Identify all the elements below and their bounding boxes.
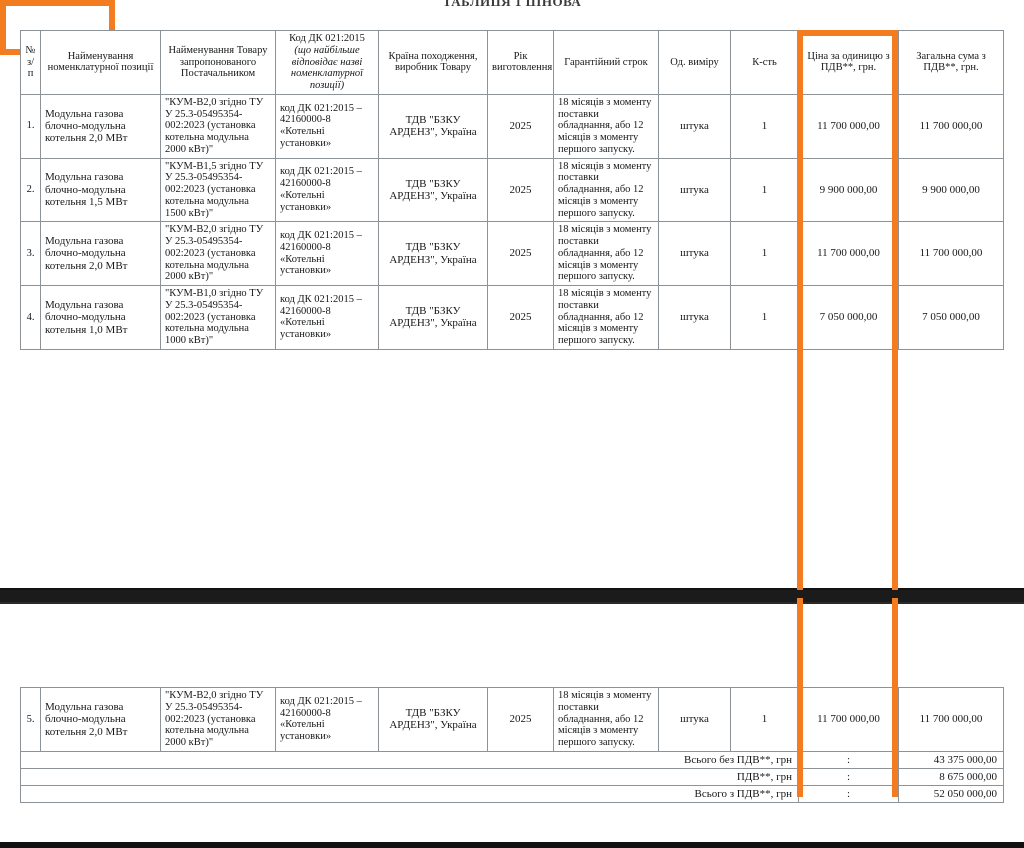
cell-nomenclature: Модульна газова блочно-модульна котельня… — [40, 221, 161, 286]
header-warranty: Гарантійний строк — [553, 30, 659, 95]
table-row: 1. Модульна газова блочно-модульна котел… — [20, 93, 1004, 159]
cell-year: 2025 — [487, 687, 554, 752]
cell-dk-code: код ДК 021:2015 – 42160000-8 «Котельні у… — [275, 157, 379, 223]
cell-warranty: 18 місяців з моменту поставки обладнання… — [553, 157, 659, 223]
cell-unit-price: 7 050 000,00 — [798, 285, 899, 350]
header-quantity: К-сть — [730, 30, 799, 95]
table-row: 2. Модульна газова блочно-модульна котел… — [20, 157, 1004, 223]
page-bottom-edge — [0, 842, 1024, 848]
totals-colon-gross: : — [798, 784, 899, 803]
header-dk-code-line1: Код ДК 021:2015 — [289, 33, 365, 44]
cell-total-sum: 11 700 000,00 — [898, 221, 1004, 286]
cell-unit: штука — [658, 157, 731, 223]
cell-origin: ТДВ "БЗКУ АРДЕНЗ", Україна — [378, 93, 488, 159]
cell-supplier-product: "КУМ-В2,0 згідно ТУ У 25.3-05495354-002:… — [160, 93, 276, 159]
cell-row-number: 3. — [20, 221, 41, 286]
header-total-sum: Загальна сума з ПДВ**, грн. — [898, 30, 1004, 95]
cell-quantity: 1 — [730, 687, 799, 752]
cell-origin: ТДВ "БЗКУ АРДЕНЗ", Україна — [378, 285, 488, 350]
header-dk-code: Код ДК 021:2015 (що найбільше відповідає… — [275, 30, 379, 95]
totals-colon-vat: : — [798, 767, 899, 786]
table-row: 5. Модульна газова блочно-модульна котел… — [20, 687, 1004, 752]
price-table-top: № з/п Найменування номенклатурної позиці… — [20, 30, 1004, 350]
cell-dk-code: код ДК 021:2015 – 42160000-8 «Котельні у… — [275, 93, 379, 159]
cell-unit-price: 11 700 000,00 — [798, 687, 899, 752]
cell-year: 2025 — [487, 285, 554, 350]
cell-supplier-product: "КУМ-В1,5 згідно ТУ У 25.3-05495354-002:… — [160, 157, 276, 223]
totals-value-net: 43 375 000,00 — [898, 750, 1004, 769]
cell-row-number: 2. — [20, 157, 41, 223]
cell-unit-price: 9 900 000,00 — [798, 157, 899, 223]
cell-warranty: 18 місяців з моменту поставки обладнання… — [553, 221, 659, 286]
totals-label-vat: ПДВ**, грн — [20, 767, 799, 786]
cell-year: 2025 — [487, 221, 554, 286]
cell-nomenclature: Модульна газова блочно-модульна котельня… — [40, 93, 161, 159]
cell-year: 2025 — [487, 93, 554, 159]
totals-label-gross: Всього з ПДВ**, грн — [20, 784, 799, 803]
price-table-bottom: 5. Модульна газова блочно-модульна котел… — [20, 687, 1004, 803]
document-title: ТАБЛИЦЯ 1 ЦІНОВА — [0, 0, 1024, 6]
cell-quantity: 1 — [730, 93, 799, 159]
header-origin: Країна походження, виробник Товару — [378, 30, 488, 95]
cell-quantity: 1 — [730, 157, 799, 223]
cell-nomenclature: Модульна газова блочно-модульна котельня… — [40, 157, 161, 223]
cell-row-number: 1. — [20, 93, 41, 159]
totals-row-vat: ПДВ**, грн : 8 675 000,00 — [20, 767, 1004, 786]
cell-unit-price: 11 700 000,00 — [798, 221, 899, 286]
header-supplier-product: Найменування Товару запропонованого Пост… — [160, 30, 276, 95]
cell-row-number: 4. — [20, 285, 41, 350]
header-row-number: № з/п — [20, 30, 41, 95]
cell-warranty: 18 місяців з моменту поставки обладнання… — [553, 93, 659, 159]
cell-unit: штука — [658, 285, 731, 350]
cell-origin: ТДВ "БЗКУ АРДЕНЗ", Україна — [378, 221, 488, 286]
cell-dk-code: код ДК 021:2015 – 42160000-8 «Котельні у… — [275, 285, 379, 350]
cell-total-sum: 11 700 000,00 — [898, 687, 1004, 752]
table-header-row: № з/п Найменування номенклатурної позиці… — [20, 30, 1004, 95]
cell-year: 2025 — [487, 157, 554, 223]
cell-nomenclature: Модульна газова блочно-модульна котельня… — [40, 285, 161, 350]
page-break-band — [0, 588, 1024, 604]
cell-supplier-product: "КУМ-В2,0 згідно ТУ У 25.3-05495354-002:… — [160, 687, 276, 752]
header-nomenclature: Найменування номенклатурної позиції — [40, 30, 161, 95]
cell-supplier-product: "КУМ-В1,0 згідно ТУ У 25.3-05495354-002:… — [160, 285, 276, 350]
totals-row-gross: Всього з ПДВ**, грн : 52 050 000,00 — [20, 784, 1004, 803]
table-row: 3. Модульна газова блочно-модульна котел… — [20, 221, 1004, 286]
cell-warranty: 18 місяців з моменту поставки обладнання… — [553, 687, 659, 752]
cell-quantity: 1 — [730, 285, 799, 350]
cell-dk-code: код ДК 021:2015 – 42160000-8 «Котельні у… — [275, 687, 379, 752]
cell-unit: штука — [658, 687, 731, 752]
cell-total-sum: 7 050 000,00 — [898, 285, 1004, 350]
totals-row-net: Всього без ПДВ**, грн : 43 375 000,00 — [20, 750, 1004, 769]
totals-label-net: Всього без ПДВ**, грн — [20, 750, 799, 769]
cell-unit-price: 11 700 000,00 — [798, 93, 899, 159]
totals-value-vat: 8 675 000,00 — [898, 767, 1004, 786]
header-unit: Од. виміру — [658, 30, 731, 95]
cell-nomenclature: Модульна газова блочно-модульна котельня… — [40, 687, 161, 752]
cell-warranty: 18 місяців з моменту поставки обладнання… — [553, 285, 659, 350]
cell-supplier-product: "КУМ-В2,0 згідно ТУ У 25.3-05495354-002:… — [160, 221, 276, 286]
cell-dk-code: код ДК 021:2015 – 42160000-8 «Котельні у… — [275, 221, 379, 286]
header-dk-code-line2: (що найбільше відповідає назві номенклат… — [290, 44, 364, 91]
cell-unit: штука — [658, 221, 731, 286]
totals-colon-net: : — [798, 750, 899, 769]
cell-row-number: 5. — [20, 687, 41, 752]
cell-unit: штука — [658, 93, 731, 159]
cell-quantity: 1 — [730, 221, 799, 286]
cell-origin: ТДВ "БЗКУ АРДЕНЗ", Україна — [378, 157, 488, 223]
header-year: Рік виготовлення — [487, 30, 554, 95]
header-unit-price: Ціна за одиницю з ПДВ**, грн. — [798, 30, 899, 95]
cell-origin: ТДВ "БЗКУ АРДЕНЗ", Україна — [378, 687, 488, 752]
totals-value-gross: 52 050 000,00 — [898, 784, 1004, 803]
cell-total-sum: 11 700 000,00 — [898, 93, 1004, 159]
table-row: 4. Модульна газова блочно-модульна котел… — [20, 285, 1004, 350]
cell-total-sum: 9 900 000,00 — [898, 157, 1004, 223]
